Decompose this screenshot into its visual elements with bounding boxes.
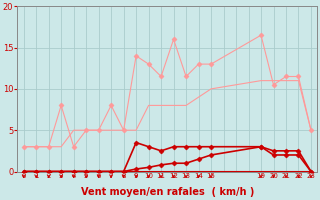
X-axis label: Vent moyen/en rafales  ( km/h ): Vent moyen/en rafales ( km/h ): [81, 187, 254, 197]
